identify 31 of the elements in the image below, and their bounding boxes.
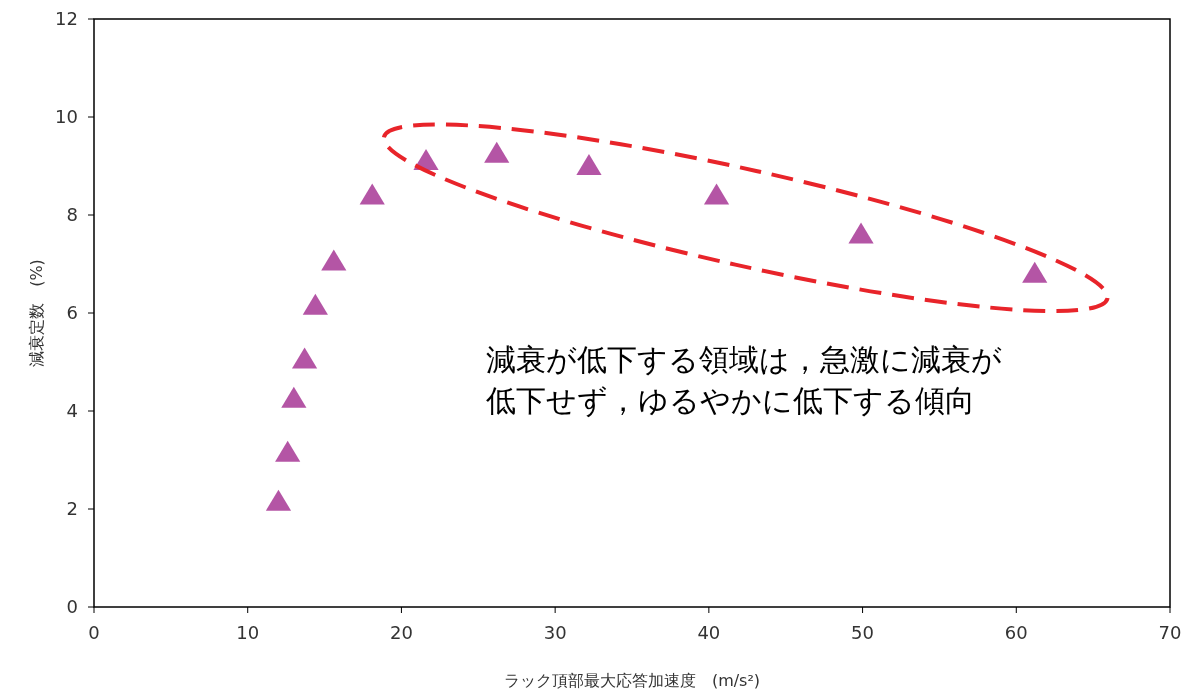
point [359, 183, 385, 205]
x-tick-label: 70 [1158, 622, 1182, 643]
x-tick-label: 60 [1004, 622, 1028, 643]
point [1022, 261, 1048, 283]
x-tick-label: 20 [389, 622, 413, 643]
point [291, 347, 318, 369]
y-tick-label: 4 [66, 400, 78, 421]
y-tick-label: 2 [66, 498, 78, 519]
y-tick-label: 12 [55, 8, 78, 29]
point [848, 222, 874, 244]
y-tick-label: 6 [66, 302, 78, 323]
point [275, 440, 301, 462]
point [302, 293, 328, 315]
x-tick-label: 0 [88, 622, 100, 643]
annotation: 減衰が低下する領域は，急激に減衰が [486, 342, 1002, 377]
annotation: 低下せず，ゆるやかに低下する傾向 [486, 383, 975, 418]
point [281, 386, 307, 408]
y-tick-label: 8 [66, 204, 78, 225]
point [321, 249, 347, 271]
y-tick-label: 10 [55, 106, 78, 127]
x-tick-label: 40 [697, 622, 721, 643]
x-axis-title: ラック頂部最大応答加速度 (m/s²) [503, 671, 761, 690]
y-axis-title: 減衰定数 (%) [27, 259, 46, 367]
x-tick-label: 50 [851, 622, 875, 643]
point [576, 154, 602, 175]
x-tick-label: 30 [543, 622, 567, 643]
y-tick-label: 0 [66, 596, 78, 617]
point [265, 489, 292, 511]
point [703, 183, 730, 205]
point [484, 141, 510, 163]
x-tick-label: 10 [236, 622, 260, 643]
